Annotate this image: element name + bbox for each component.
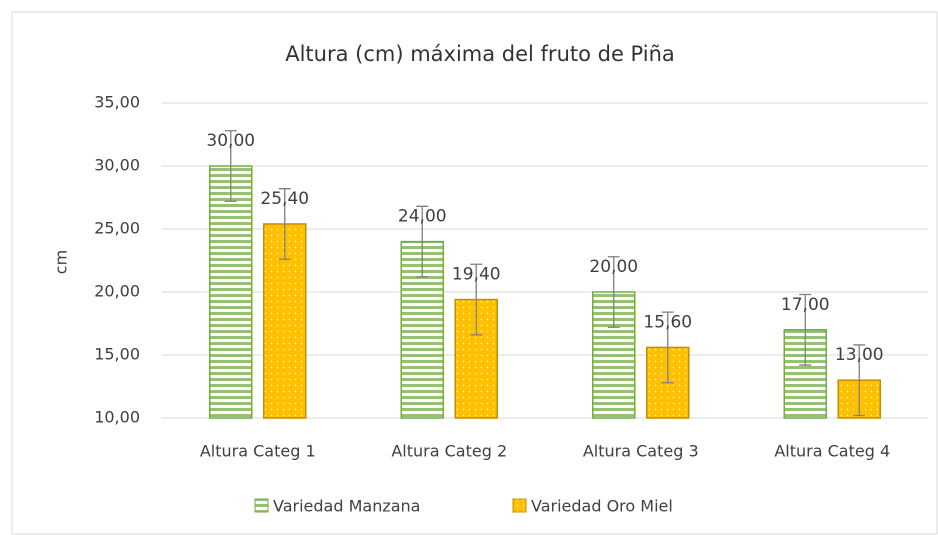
legend-swatch xyxy=(254,498,269,513)
x-tick-label: Altura Categ 1 xyxy=(200,442,316,461)
y-tick-label: 10,00 xyxy=(94,408,140,427)
y-axis-label: cm xyxy=(52,250,71,274)
data-label: 15,60 xyxy=(643,312,692,332)
error-bar xyxy=(607,256,620,328)
y-tick-label: 35,00 xyxy=(94,93,140,112)
y-tick-label: 30,00 xyxy=(94,156,140,175)
error-bar xyxy=(278,188,291,260)
y-tick-label: 25,00 xyxy=(94,219,140,238)
error-bar xyxy=(416,205,429,278)
error-bar xyxy=(661,311,674,384)
error-bar xyxy=(853,344,866,417)
error-bar xyxy=(470,263,483,336)
data-label: 25,40 xyxy=(260,189,309,209)
y-tick-label: 15,00 xyxy=(94,345,140,364)
chart-title: Altura (cm) máxima del fruto de Piña xyxy=(285,42,675,66)
x-tick-label: Altura Categ 4 xyxy=(774,442,890,461)
legend-label: Variedad Manzana xyxy=(273,497,420,516)
x-tick-label: Altura Categ 2 xyxy=(391,442,507,461)
bar xyxy=(209,165,253,419)
error-bar xyxy=(799,293,812,366)
data-label: 30,00 xyxy=(206,131,255,151)
y-tick-label: 20,00 xyxy=(94,282,140,301)
data-label: 13,00 xyxy=(835,345,884,365)
chart-border xyxy=(11,11,938,535)
data-label: 24,00 xyxy=(398,207,447,227)
x-tick-label: Altura Categ 3 xyxy=(583,442,699,461)
data-label: 20,00 xyxy=(589,257,638,277)
legend-swatch xyxy=(512,498,527,513)
error-bar xyxy=(224,130,237,202)
legend-label: Variedad Oro Miel xyxy=(531,497,673,516)
data-label: 19,40 xyxy=(452,265,501,285)
data-label: 17,00 xyxy=(781,295,830,315)
